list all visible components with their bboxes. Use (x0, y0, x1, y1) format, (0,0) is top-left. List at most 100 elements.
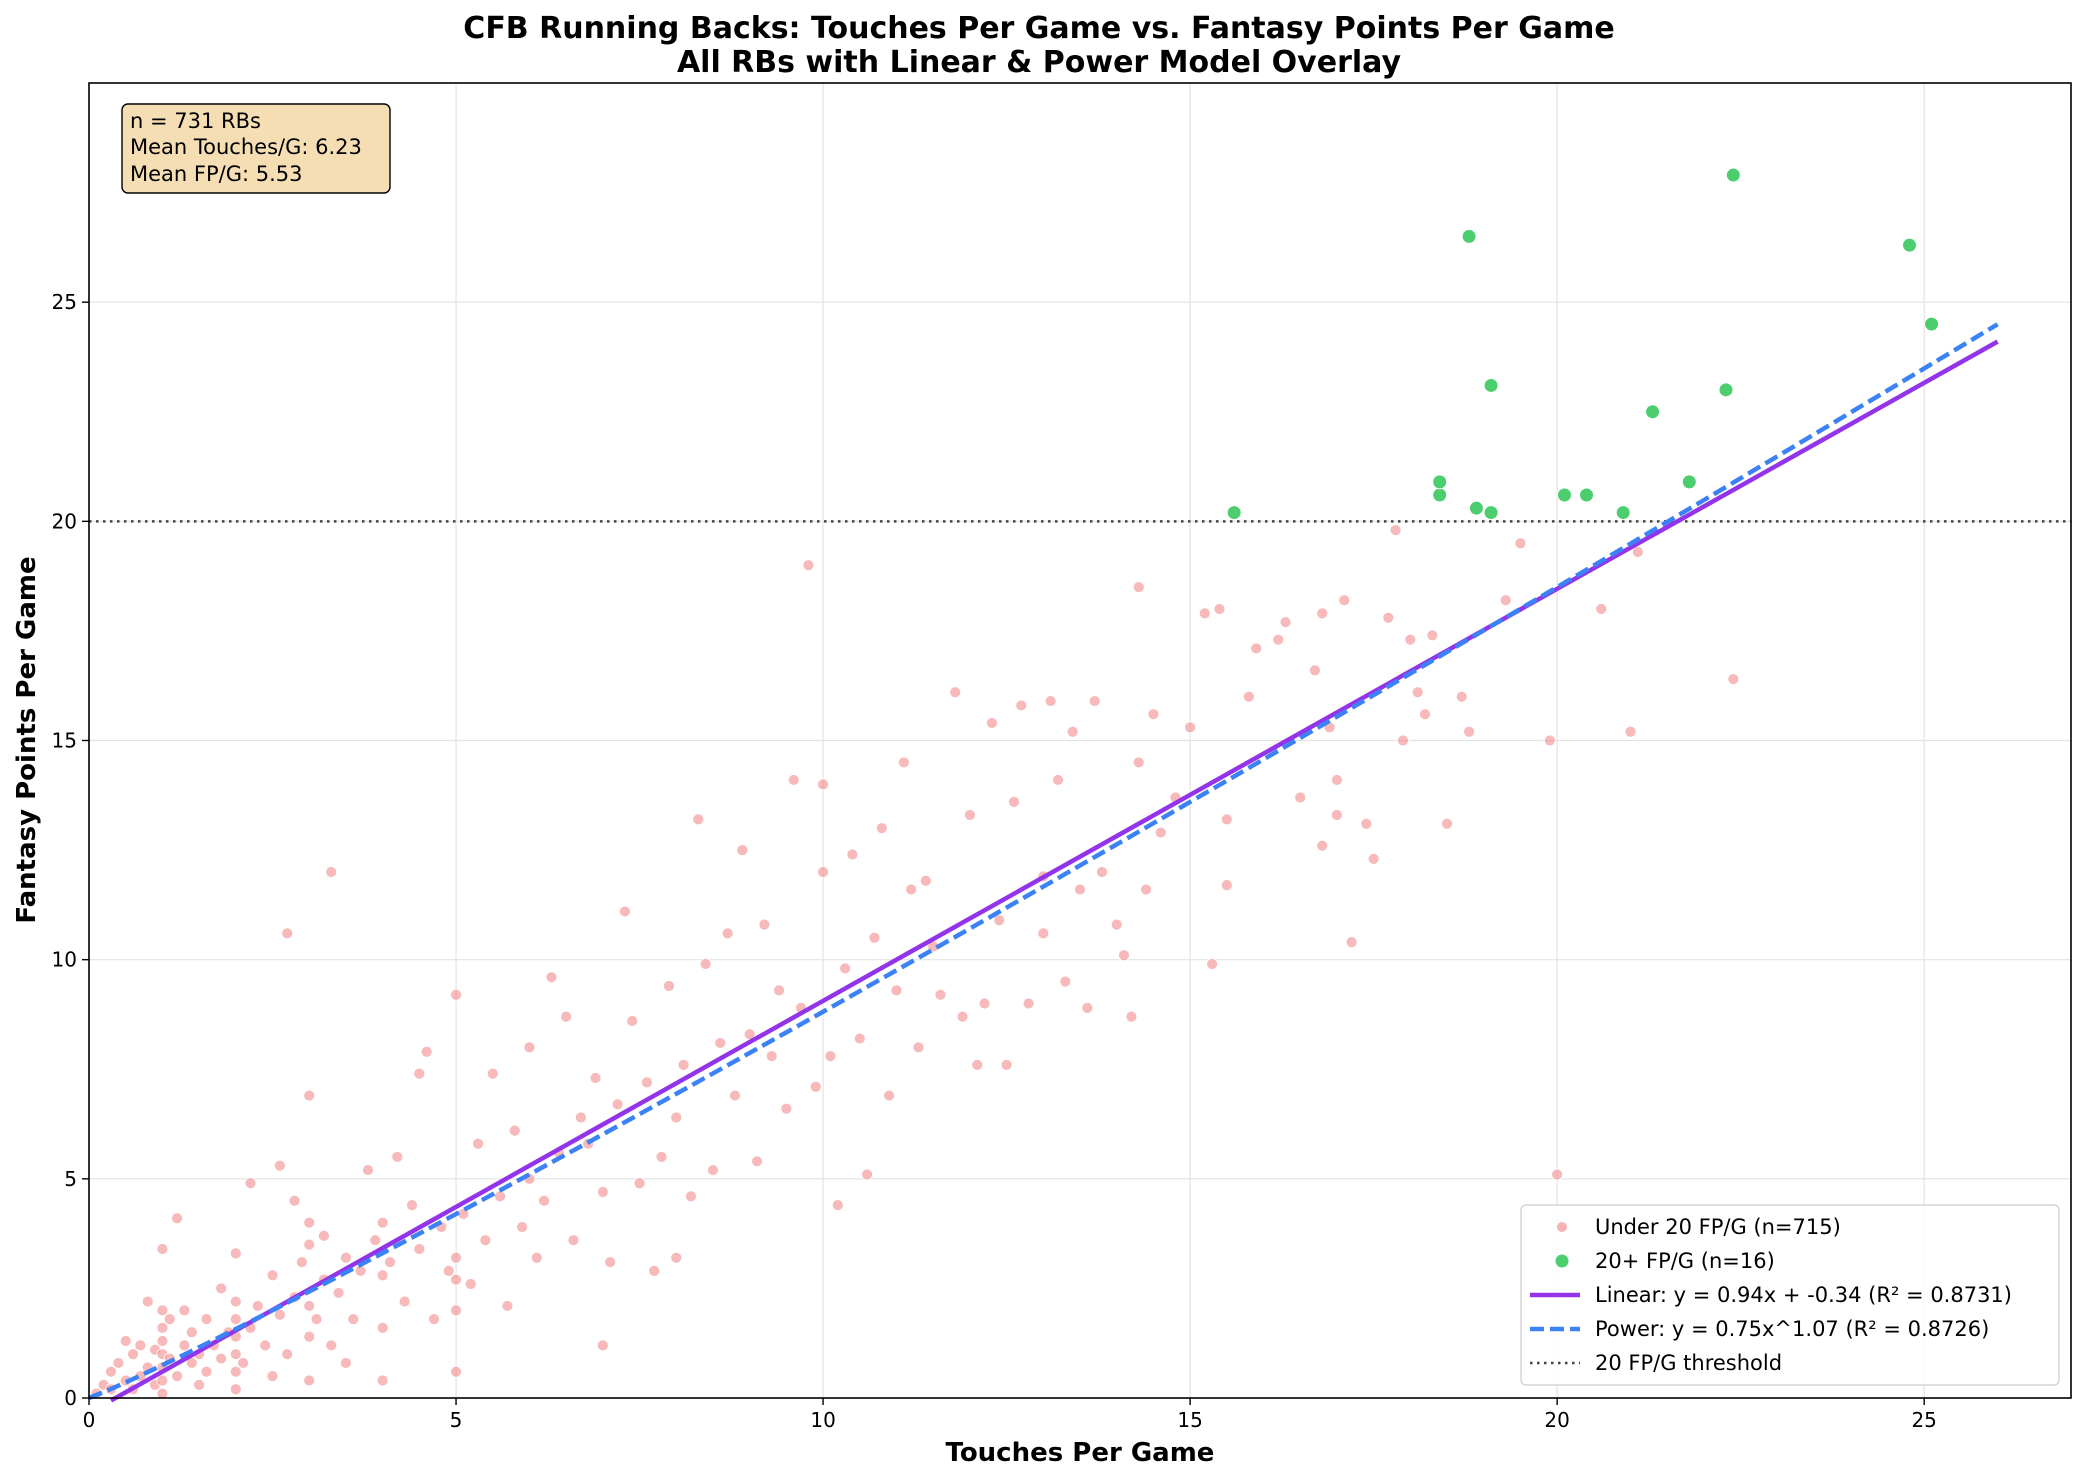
stats-line-mean-touches: Mean Touches/G: 6.23 (130, 135, 362, 159)
point-under-20 (1198, 607, 1211, 620)
chart-subtitle: All RBs with Linear & Power Model Overla… (677, 45, 1402, 80)
stats-box-background (121, 103, 391, 194)
point-under-20 (1110, 918, 1123, 931)
point-under-20 (273, 1308, 286, 1321)
point-under-20 (934, 988, 947, 1001)
point-under-20 (494, 1190, 506, 1203)
point-under-20 (1316, 607, 1329, 620)
grid (88, 83, 2071, 1399)
point-under-20 (259, 1339, 272, 1352)
point-under-20 (310, 1313, 323, 1325)
point-under-20 (141, 1295, 154, 1308)
point-under-20 (406, 1199, 418, 1212)
point-under-20 (1404, 633, 1417, 646)
point-under-20 (633, 1177, 646, 1190)
point-under-20 (1331, 774, 1343, 786)
point-under-20 (156, 1335, 169, 1347)
stats-box: n = 731 RBs Mean Touches/G: 6.23 Mean FP… (121, 103, 391, 194)
point-under-20 (1345, 936, 1358, 949)
point-under-20 (200, 1365, 213, 1378)
x-tick-label: 5 (450, 1408, 463, 1432)
point-under-20 (1389, 524, 1402, 536)
x-tick-label: 15 (1177, 1408, 1202, 1432)
point-under-20 (1294, 791, 1307, 804)
point-under-20 (303, 1330, 316, 1343)
point-under-20 (1441, 817, 1453, 830)
point-under-20 (1140, 883, 1152, 896)
point-under-20 (1426, 629, 1439, 642)
point-under-20 (185, 1326, 198, 1339)
point-under-20 (986, 717, 998, 729)
point-under-20 (178, 1339, 191, 1352)
point-under-20 (1147, 708, 1160, 721)
x-tick-label: 10 (810, 1408, 835, 1432)
point-under-20 (1132, 756, 1145, 769)
point-under-20 (736, 844, 749, 856)
point-20-plus (1579, 487, 1595, 503)
point-under-20 (655, 1151, 668, 1163)
point-under-20 (817, 778, 829, 791)
point-under-20 (1463, 725, 1475, 738)
point-under-20 (229, 1365, 242, 1378)
point-under-20 (325, 866, 338, 878)
point-under-20 (817, 866, 829, 878)
point-under-20 (1052, 774, 1064, 786)
point-under-20 (670, 1251, 683, 1264)
point-under-20 (839, 962, 851, 975)
point-under-20 (611, 1098, 624, 1111)
point-under-20 (244, 1177, 257, 1190)
point-under-20 (229, 1247, 242, 1260)
point-under-20 (1316, 839, 1329, 852)
point-under-20 (369, 1234, 382, 1247)
point-20-plus (1483, 377, 1499, 393)
point-under-20 (413, 1067, 426, 1080)
point-under-20 (677, 1058, 690, 1071)
point-under-20 (714, 1037, 727, 1049)
point-under-20 (340, 1357, 352, 1369)
point-under-20 (648, 1264, 661, 1277)
point-under-20 (273, 1159, 286, 1172)
point-20-plus (1483, 505, 1499, 521)
point-under-20 (303, 1216, 316, 1229)
point-under-20 (993, 914, 1006, 927)
point-20-plus (1924, 316, 1940, 332)
legend-marker-20-plus (1555, 1254, 1569, 1268)
point-under-20 (288, 1194, 301, 1207)
point-under-20 (1331, 809, 1343, 821)
point-under-20 (1118, 949, 1130, 962)
point-under-20 (567, 1234, 580, 1247)
point-under-20 (413, 1243, 426, 1255)
x-tick-label: 0 (83, 1408, 96, 1432)
point-under-20 (1631, 546, 1644, 558)
point-under-20 (450, 1365, 462, 1378)
point-under-20 (1096, 866, 1108, 878)
point-under-20 (626, 1015, 639, 1027)
point-under-20 (978, 997, 991, 1010)
point-under-20 (1250, 642, 1263, 655)
y-tick-label: 15 (52, 729, 77, 753)
point-under-20 (1220, 813, 1233, 826)
point-under-20 (1360, 817, 1373, 830)
point-under-20 (560, 1010, 573, 1023)
point-under-20 (332, 1286, 345, 1299)
point-20-plus (1556, 487, 1572, 503)
point-under-20 (178, 1304, 191, 1317)
point-under-20 (200, 1313, 213, 1325)
legend-label-threshold: 20 FP/G threshold (1595, 1351, 1782, 1375)
point-under-20 (596, 1186, 609, 1198)
point-under-20 (787, 774, 800, 786)
point-under-20 (1206, 958, 1219, 970)
point-under-20 (1154, 826, 1167, 839)
point-under-20 (325, 1339, 338, 1352)
point-under-20 (758, 918, 771, 931)
point-under-20 (640, 1076, 653, 1089)
point-20-plus (1226, 505, 1242, 521)
y-tick-label: 0 (64, 1386, 77, 1410)
point-under-20 (486, 1067, 499, 1080)
point-under-20 (105, 1365, 117, 1378)
point-under-20 (281, 1348, 294, 1361)
y-tick-label: 20 (52, 509, 77, 533)
point-under-20 (589, 1072, 602, 1084)
point-under-20 (127, 1348, 139, 1361)
